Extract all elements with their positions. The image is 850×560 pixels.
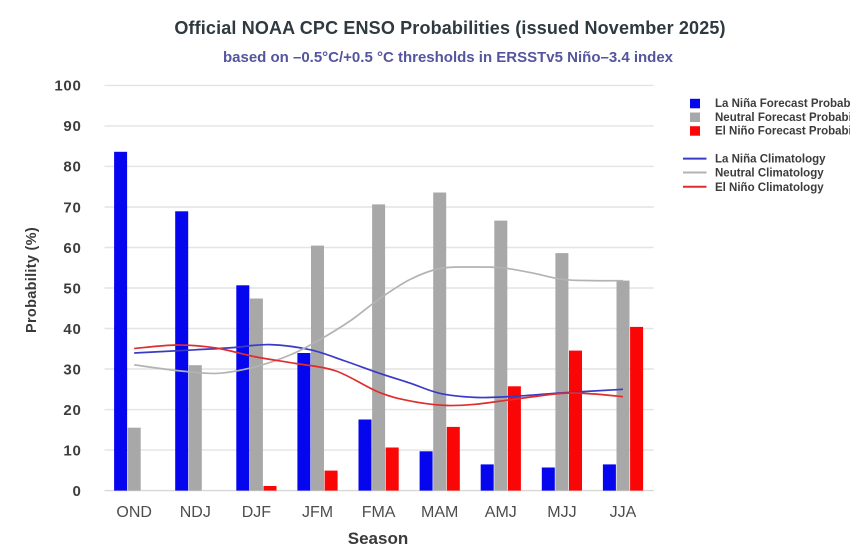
svg-text:10: 10 <box>63 442 81 459</box>
svg-text:100: 100 <box>54 78 81 95</box>
svg-text:El Niño Forecast Probability: El Niño Forecast Probability <box>715 126 850 138</box>
svg-text:Neutral Climatology: Neutral Climatology <box>715 168 824 180</box>
svg-text:MJJ: MJJ <box>547 504 576 521</box>
svg-text:Neutral Forecast Probability: Neutral Forecast Probability <box>715 112 850 124</box>
svg-text:FMA: FMA <box>362 504 396 521</box>
svg-text:based on –0.5°C/+0.5 °C thresh: based on –0.5°C/+0.5 °C thresholds in ER… <box>223 49 674 66</box>
svg-text:AMJ: AMJ <box>485 504 517 521</box>
svg-text:La Niña Forecast Probability: La Niña Forecast Probability <box>715 98 850 110</box>
svg-text:El Niño Climatology: El Niño Climatology <box>715 182 824 194</box>
svg-text:MAM: MAM <box>421 504 458 521</box>
svg-text:60: 60 <box>63 240 81 257</box>
svg-text:Official NOAA CPC ENSO Probabi: Official NOAA CPC ENSO Probabilities (is… <box>174 18 725 38</box>
svg-text:50: 50 <box>63 280 81 297</box>
svg-text:0: 0 <box>72 483 81 500</box>
svg-text:NDJ: NDJ <box>180 504 211 521</box>
svg-text:70: 70 <box>63 199 81 216</box>
svg-text:La Niña Climatology: La Niña Climatology <box>715 154 826 166</box>
svg-text:OND: OND <box>116 504 152 521</box>
svg-text:80: 80 <box>63 159 81 176</box>
svg-text:40: 40 <box>63 321 81 338</box>
svg-text:DJF: DJF <box>242 504 272 521</box>
svg-text:90: 90 <box>63 118 81 135</box>
svg-text:Season: Season <box>348 529 408 548</box>
svg-text:JJA: JJA <box>610 504 637 521</box>
svg-text:JFM: JFM <box>302 504 333 521</box>
svg-text:Probability (%): Probability (%) <box>24 227 40 333</box>
svg-text:20: 20 <box>63 402 81 419</box>
svg-text:30: 30 <box>63 361 81 378</box>
